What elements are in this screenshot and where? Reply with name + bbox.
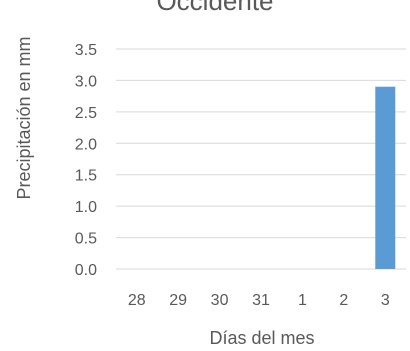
gridlines bbox=[116, 48, 406, 270]
x-tick-labels: 28 29 30 31 1 2 3 bbox=[128, 292, 390, 309]
bars bbox=[375, 86, 396, 269]
x-tick-label: 1 bbox=[298, 292, 307, 309]
x-tick-label: 31 bbox=[252, 292, 270, 309]
y-tick-label: 2.0 bbox=[75, 136, 97, 153]
x-tick-label: 28 bbox=[128, 292, 146, 309]
x-tick-label: 2 bbox=[339, 292, 348, 309]
x-axis-label: Días del mes bbox=[209, 328, 314, 348]
x-tick-label: 3 bbox=[381, 292, 390, 309]
y-axis-label: Precipitación en mm bbox=[14, 36, 34, 199]
y-tick-label: 2.5 bbox=[75, 105, 97, 122]
x-tick-label: 30 bbox=[211, 292, 229, 309]
chart-title: Occidente bbox=[156, 0, 273, 16]
y-tick-label: 0.5 bbox=[75, 231, 97, 248]
y-tick-label: 1.5 bbox=[75, 168, 97, 185]
y-tick-label: 1.0 bbox=[75, 199, 97, 216]
y-tick-label: 0.0 bbox=[75, 262, 97, 279]
y-tick-label: 3.0 bbox=[75, 73, 97, 90]
bar-3 bbox=[375, 86, 396, 269]
y-tick-label: 3.5 bbox=[75, 42, 97, 59]
y-tick-labels: 0.0 0.5 1.0 1.5 2.0 2.5 3.0 3.5 bbox=[75, 42, 97, 279]
x-tick-label: 29 bbox=[169, 292, 187, 309]
